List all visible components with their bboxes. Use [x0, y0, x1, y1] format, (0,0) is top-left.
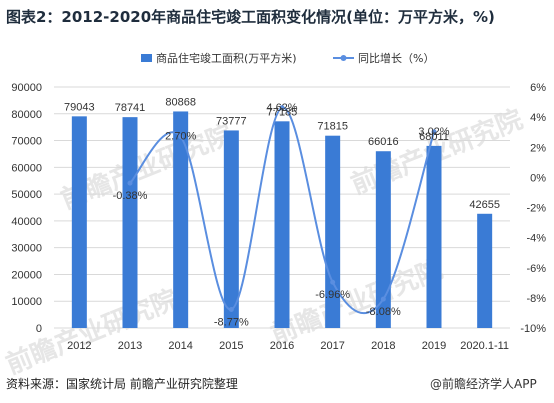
bar [223, 130, 239, 328]
y2-tick-label: 4% [530, 112, 546, 124]
line-value-label: 3.02% [418, 126, 449, 138]
x-tick-label: 2014 [168, 340, 192, 352]
legend-bar-swatch [141, 54, 152, 62]
bar [173, 111, 189, 329]
line-point [279, 105, 285, 111]
y2-tick-label: 0% [530, 172, 546, 184]
watermark-text: 前瞻产业研究院 [267, 254, 447, 351]
line-point [178, 134, 184, 140]
x-tick-label: 2017 [320, 340, 344, 352]
bar-value-label: 42655 [469, 199, 500, 211]
bar [122, 117, 138, 328]
y-tick-label: 40000 [11, 216, 42, 228]
y2-tick-label: -10% [520, 323, 546, 335]
legend-bar-label: 商品住宅竣工面积(万平方米) [156, 51, 297, 65]
bar-value-label: 77185 [267, 106, 298, 118]
bar-value-label: 66016 [368, 136, 399, 148]
bar-value-label: 80868 [165, 96, 196, 108]
bar [274, 121, 290, 328]
y-tick-label: 70000 [11, 136, 42, 148]
bar [375, 151, 391, 328]
y-tick-label: 80000 [11, 109, 42, 121]
line-point [431, 129, 437, 135]
x-tick-label: 2016 [270, 340, 294, 352]
legend-line-label: 同比增长（%） [358, 51, 434, 65]
bars [71, 111, 493, 329]
legend-line-marker [340, 55, 347, 61]
bar-value-label: 79043 [64, 101, 95, 113]
y-tick-label: 30000 [11, 243, 42, 255]
bar-data-labels: 79043 78741 80868 73777 77185 71815 66016 68011… [64, 96, 500, 210]
bar [426, 145, 442, 328]
line-point [330, 279, 336, 285]
bar-value-label: 68011 [419, 131, 449, 143]
y2-tick-label: -8% [526, 293, 546, 305]
x-tick-label: 2019 [422, 340, 446, 352]
line-data-labels: -0.38% 2.70% -8.77% 4.62% -6.96% -8.08% 3.02% [113, 102, 450, 329]
line-point [380, 296, 386, 302]
x-tick-label: 2012 [67, 340, 91, 352]
legend: 商品住宅竣工面积(万平方米) 同比增长（%） [141, 51, 434, 65]
line-value-label: 2.70% [165, 131, 196, 143]
brand-credit: @前瞻经济学人APP [430, 377, 537, 391]
line-value-label: 4.62% [266, 102, 297, 114]
y2-tick-label: -2% [526, 203, 546, 215]
x-tick-label: 2020.1-11 [460, 340, 509, 352]
y2-tick-label: 2% [530, 142, 546, 154]
line-series [127, 105, 437, 315]
y2-tick-label: -4% [526, 233, 546, 245]
x-tick-label: 2018 [371, 340, 395, 352]
bar-value-label: 78741 [115, 102, 146, 114]
y-tick-label: 60000 [11, 162, 42, 174]
y-tick-label: 10000 [11, 296, 42, 308]
x-tick-label: 2015 [219, 340, 243, 352]
source-note: 资料来源：国家统计局 前瞻产业研究院整理 [6, 377, 238, 391]
line-value-label: -8.77% [214, 316, 249, 328]
y-tick-label: 50000 [11, 189, 42, 201]
bar [477, 213, 493, 328]
bar [325, 135, 341, 328]
line-point [228, 306, 234, 312]
y-tick-label: 0 [36, 323, 42, 335]
bar-value-label: 73777 [216, 115, 247, 127]
line-value-label: -0.38% [113, 190, 148, 202]
y2-tick-label: 6% [530, 82, 546, 94]
line-point [127, 180, 133, 186]
chart-title: 图表2：2012-2020年商品住宅竣工面积变化情况(单位：万平方米，%) [6, 8, 495, 26]
bar [71, 116, 87, 328]
y-tick-label: 20000 [11, 269, 42, 281]
y-axis-right: -10% -8% -6% -4% -2% 0% 2% 4% 6% [520, 82, 546, 335]
x-tick-label: 2013 [118, 340, 142, 352]
line-value-label: -6.96% [315, 289, 350, 301]
y-tick-label: 90000 [11, 82, 42, 94]
x-axis: 2012 2013 2014 2015 2016 2017 2018 2019 2020.1-1… [67, 340, 509, 352]
line-value-label: -8.08% [366, 306, 401, 318]
y2-tick-label: -6% [526, 263, 546, 275]
y-axis-left: 0 10000 20000 30000 40000 50000 60000 70000 8000… [11, 82, 42, 335]
bar-value-label: 71815 [317, 121, 348, 133]
